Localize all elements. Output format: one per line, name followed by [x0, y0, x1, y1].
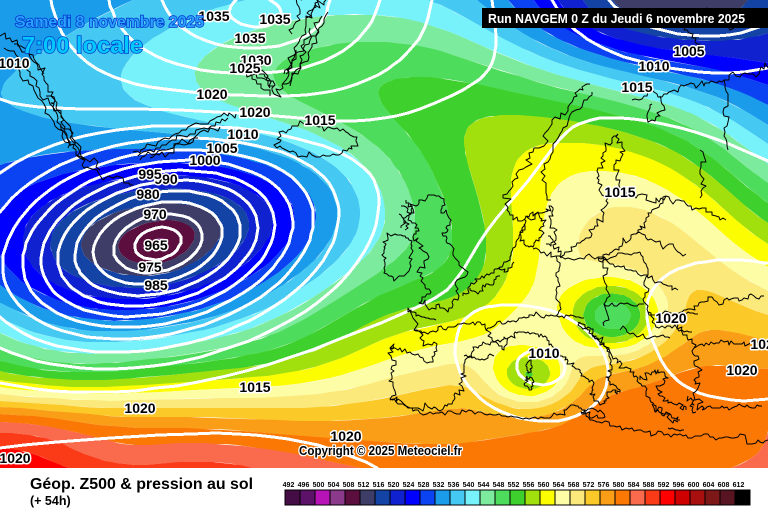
svg-text:500: 500	[313, 482, 325, 489]
svg-text:1020: 1020	[726, 362, 757, 378]
svg-text:584: 584	[628, 482, 640, 489]
svg-text:Géop. Z500 & pression au sol: Géop. Z500 & pression au sol	[30, 476, 253, 493]
svg-text:600: 600	[688, 482, 700, 489]
svg-text:965: 965	[144, 237, 168, 253]
svg-text:1005: 1005	[673, 43, 704, 59]
svg-text:975: 975	[138, 259, 162, 275]
svg-text:572: 572	[583, 482, 595, 489]
svg-text:528: 528	[418, 482, 430, 489]
svg-text:592: 592	[658, 482, 670, 489]
svg-text:580: 580	[613, 482, 625, 489]
svg-text:980: 980	[136, 186, 160, 202]
svg-text:560: 560	[538, 482, 550, 489]
svg-text:1020: 1020	[330, 428, 361, 444]
svg-text:1015: 1015	[239, 379, 270, 395]
svg-text:1015: 1015	[304, 112, 335, 128]
svg-text:492: 492	[283, 482, 295, 489]
svg-text:556: 556	[523, 482, 535, 489]
svg-text:1005: 1005	[206, 140, 237, 156]
svg-text:536: 536	[448, 482, 460, 489]
svg-text:970: 970	[143, 206, 167, 222]
svg-text:(+ 54h): (+ 54h)	[30, 494, 71, 508]
svg-text:520: 520	[388, 482, 400, 489]
svg-text:1035: 1035	[259, 11, 290, 27]
svg-text:512: 512	[358, 482, 370, 489]
svg-text:1020: 1020	[239, 104, 270, 120]
svg-text:596: 596	[673, 482, 685, 489]
svg-text:504: 504	[328, 482, 340, 489]
svg-text:496: 496	[298, 482, 310, 489]
svg-text:524: 524	[403, 482, 415, 489]
svg-text:568: 568	[568, 482, 580, 489]
svg-text:576: 576	[598, 482, 610, 489]
svg-text:Copyright © 2025 Meteociel.fr: Copyright © 2025 Meteociel.fr	[299, 444, 462, 458]
svg-text:990: 990	[154, 171, 178, 187]
svg-text:544: 544	[478, 482, 490, 489]
svg-text:1030: 1030	[240, 52, 271, 68]
svg-text:995: 995	[138, 166, 162, 182]
svg-text:1020: 1020	[0, 450, 31, 466]
svg-text:532: 532	[433, 482, 445, 489]
svg-text:552: 552	[508, 482, 520, 489]
svg-text:1010: 1010	[227, 126, 258, 142]
svg-text:540: 540	[463, 482, 475, 489]
svg-text:564: 564	[553, 482, 565, 489]
svg-text:516: 516	[373, 482, 385, 489]
svg-text:604: 604	[703, 482, 715, 489]
svg-text:7:00 locale: 7:00 locale	[22, 32, 143, 58]
svg-text:1010: 1010	[0, 55, 30, 71]
svg-text:508: 508	[343, 482, 355, 489]
svg-text:1020: 1020	[196, 86, 227, 102]
svg-text:1035: 1035	[198, 8, 229, 24]
svg-text:1020: 1020	[655, 310, 686, 326]
svg-text:985: 985	[144, 277, 168, 293]
svg-text:1025: 1025	[229, 60, 260, 76]
svg-text:1020: 1020	[124, 400, 155, 416]
svg-text:Samedi 8 novembre 2025: Samedi 8 novembre 2025	[15, 14, 204, 31]
svg-text:1020: 1020	[750, 336, 768, 352]
svg-text:1010: 1010	[638, 58, 669, 74]
svg-text:1035: 1035	[234, 30, 265, 46]
svg-text:548: 548	[493, 482, 505, 489]
svg-text:1000: 1000	[189, 152, 220, 168]
svg-text:1010: 1010	[528, 345, 559, 361]
svg-text:1015: 1015	[621, 79, 652, 95]
svg-text:588: 588	[643, 482, 655, 489]
svg-text:612: 612	[733, 482, 745, 489]
svg-text:1015: 1015	[604, 184, 635, 200]
svg-text:608: 608	[718, 482, 730, 489]
svg-text:Run NAVGEM 0 Z du Jeudi 6 nove: Run NAVGEM 0 Z du Jeudi 6 novembre 2025	[488, 11, 745, 26]
